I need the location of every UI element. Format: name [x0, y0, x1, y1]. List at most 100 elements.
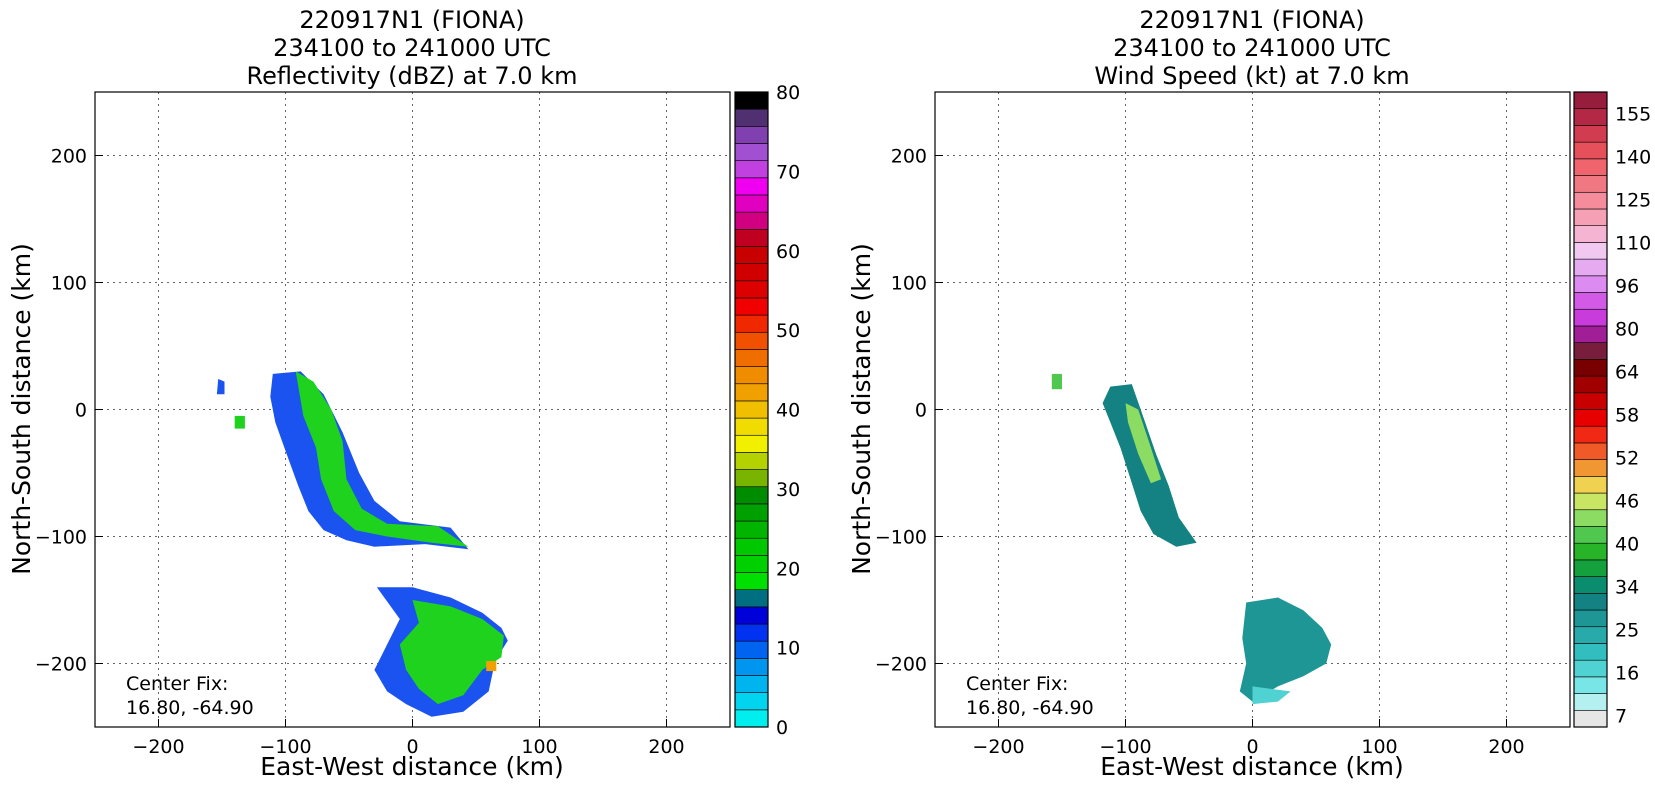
- reflectivity-colorbar-label: 20: [776, 558, 800, 580]
- reflectivity-colorbar-segment: [734, 503, 769, 522]
- wind-colorbar-frame: [1573, 91, 1608, 728]
- reflectivity-colorbar-segment: [734, 263, 769, 282]
- wind-data-field: [1051, 373, 1332, 705]
- reflectivity-echo-south-green: [399, 600, 504, 705]
- reflectivity-colorbar-segment: [734, 211, 769, 230]
- reflectivity-colorbar-segment: [734, 572, 769, 591]
- reflectivity-echo-west-cell: [216, 379, 225, 395]
- reflectivity-colorbar-segment: [734, 108, 769, 127]
- wind-colorbar-segment: [1573, 258, 1608, 277]
- reflectivity-colorbar-segment: [734, 177, 769, 196]
- reflectivity-ytick-label: 0: [75, 400, 87, 422]
- reflectivity-colorbar: 0 10 20 30 40 50 60 70 80: [734, 82, 800, 739]
- reflectivity-colorbar-segment: [734, 383, 769, 402]
- wind-colorbar-segment: [1573, 175, 1608, 193]
- reflectivity-xtick-label: 0: [406, 736, 418, 758]
- reflectivity-ytick-label: 200: [51, 146, 87, 168]
- reflectivity-colorbar-segment: [734, 709, 769, 728]
- reflectivity-ytick-label: −200: [35, 654, 87, 676]
- reflectivity-title-line-1: 220917N1 (FIONA): [299, 6, 524, 34]
- reflectivity-colorbar-segment: [734, 434, 769, 453]
- reflectivity-colorbar-segment: [734, 486, 769, 505]
- wind-colorbar-label: 34: [1615, 576, 1639, 598]
- reflectivity-colorbar-segment: [734, 160, 769, 179]
- reflectivity-colorbar-segment: [734, 400, 769, 419]
- wind-colorbar-segment: [1573, 242, 1608, 260]
- reflectivity-colorbar-segment: [734, 349, 769, 367]
- wind-colorbar-segment: [1573, 643, 1608, 661]
- wind-ytick-label: 200: [891, 146, 927, 168]
- reflectivity-xtick-label: −200: [132, 736, 184, 758]
- wind-colorbar-label: 96: [1615, 276, 1639, 298]
- wind-colorbar-segment: [1573, 626, 1608, 644]
- wind-xtick-label: 200: [1488, 736, 1524, 758]
- wind-colorbar-segment: [1573, 375, 1608, 394]
- wind-colorbar-segment: [1573, 275, 1608, 293]
- wind-xtick-label: 100: [1361, 736, 1397, 758]
- reflectivity-ticks: −200 −100 0 100 200 −200 −100 0 100 200: [35, 146, 685, 759]
- reflectivity-colorbar-frame: [734, 91, 769, 728]
- wind-wind-band-light: [1125, 403, 1162, 484]
- wind-colorbar-segment: [1573, 509, 1608, 527]
- wind-colorbar-label: 58: [1615, 405, 1639, 427]
- reflectivity-colorbar-segment: [734, 91, 769, 110]
- wind-ytick-label: −200: [875, 654, 927, 676]
- wind-colorbar-label: 140: [1615, 147, 1651, 169]
- wind-colorbar-label: 155: [1615, 104, 1651, 126]
- wind-ytick-label: 0: [915, 400, 927, 422]
- reflectivity-colorbar-segment: [734, 366, 769, 385]
- reflectivity-colorbar-label: 80: [776, 82, 800, 104]
- reflectivity-panel: 220917N1 (FIONA) 234100 to 241000 UTC Re…: [7, 6, 800, 781]
- reflectivity-colorbar-segment: [734, 692, 769, 711]
- wind-colorbar-segment: [1573, 225, 1608, 243]
- reflectivity-colorbar-segment: [734, 228, 769, 247]
- reflectivity-colorbar-label: 70: [776, 161, 800, 183]
- reflectivity-colorbar-segment: [734, 126, 769, 144]
- wind-colorbar-segment: [1573, 191, 1608, 210]
- wind-colorbar-segment: [1573, 308, 1608, 327]
- wind-colorbar-segment: [1573, 709, 1608, 728]
- wind-ytick-label: −100: [875, 527, 927, 549]
- reflectivity-colorbar-label: 60: [776, 241, 800, 263]
- wind-colorbar-label: 46: [1615, 490, 1639, 512]
- wind-colorbar-segment: [1573, 108, 1608, 126]
- reflectivity-colorbar-segment: [734, 280, 769, 299]
- reflectivity-ylabel: North-South distance (km): [7, 243, 36, 575]
- wind-ticks: −200 −100 0 100 200 −200 −100 0 100 200: [875, 146, 1525, 759]
- reflectivity-echo-isolated-cell: [234, 415, 245, 429]
- reflectivity-colorbar-segment: [734, 623, 769, 642]
- reflectivity-ytick-label: −100: [35, 527, 87, 549]
- reflectivity-center-fix-value: 16.80, -64.90: [126, 697, 254, 719]
- reflectivity-colorbar-segment: [734, 555, 769, 573]
- wind-colorbar-segment: [1573, 576, 1608, 594]
- wind-colorbar-segment: [1573, 292, 1608, 310]
- reflectivity-colorbar-label: 0: [776, 717, 788, 739]
- reflectivity-colorbar-segment: [734, 143, 769, 161]
- reflectivity-echo-green: [295, 371, 469, 547]
- wind-colorbar-segment: [1573, 459, 1608, 477]
- wind-colorbar-segment: [1573, 526, 1608, 544]
- reflectivity-colorbar-segment: [734, 520, 769, 539]
- reflectivity-data-field: [216, 371, 508, 717]
- wind-colorbar-segment: [1573, 492, 1608, 511]
- reflectivity-colorbar-segment: [734, 589, 769, 608]
- wind-colorbar-segment: [1573, 442, 1608, 460]
- reflectivity-colorbar-segment: [734, 469, 769, 488]
- reflectivity-xtick-label: 200: [648, 736, 684, 758]
- reflectivity-ytick-label: 100: [51, 273, 87, 295]
- wind-center-fix-value: 16.80, -64.90: [966, 697, 1094, 719]
- reflectivity-title-line-2: 234100 to 241000 UTC: [273, 34, 551, 62]
- wind-colorbar-segment: [1573, 559, 1608, 577]
- wind-colorbar-segment: [1573, 208, 1608, 226]
- wind-colorbar-label: 40: [1615, 533, 1639, 555]
- reflectivity-xtick-label: −100: [259, 736, 311, 758]
- wind-colorbar-segment: [1573, 342, 1608, 360]
- wind-colorbar-segment: [1573, 125, 1608, 143]
- wind-title-line-3: Wind Speed (kt) at 7.0 km: [1094, 62, 1409, 90]
- wind-colorbar-segment: [1573, 693, 1608, 711]
- reflectivity-colorbar-segment: [734, 658, 769, 676]
- wind-colorbar-segment: [1573, 141, 1608, 160]
- wind-colorbar-label: 52: [1615, 447, 1639, 469]
- reflectivity-colorbar-segment: [734, 606, 769, 625]
- wind-colorbar-segment: [1573, 91, 1608, 110]
